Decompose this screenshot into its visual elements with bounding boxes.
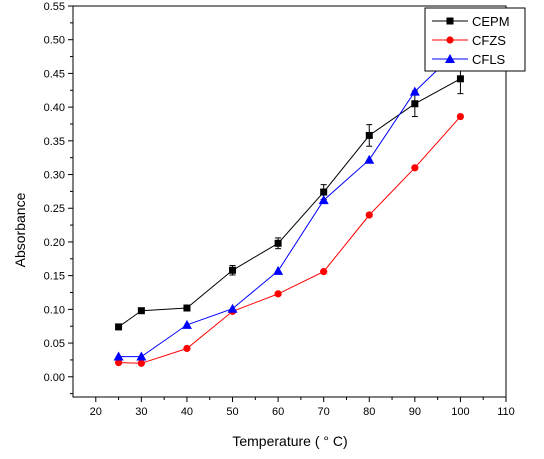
- legend-label: CFZS: [472, 33, 506, 48]
- data-point-cfls: [136, 351, 147, 361]
- x-tick-label: 90: [409, 406, 421, 418]
- y-tick-label: 0.05: [44, 338, 65, 350]
- x-axis-title: Temperature ( ° C): [232, 433, 347, 449]
- data-point-cepm: [320, 188, 328, 196]
- x-tick-label: 60: [272, 406, 284, 418]
- x-tick-label: 30: [135, 406, 147, 418]
- data-point-cfzs: [274, 290, 282, 298]
- data-point-cfzs: [456, 112, 465, 121]
- legend-item-cfls: CFLS: [432, 52, 506, 67]
- y-tick-label: 0.25: [44, 203, 65, 215]
- y-axis: 0.00 0.05 0.10 0.15 0.20 0.25 0.30 0.35 0.40 0.45…: [44, 1, 73, 395]
- x-tick-label: 70: [318, 406, 330, 418]
- data-point-cepm: [137, 307, 145, 315]
- data-point-cepm: [365, 131, 373, 139]
- y-tick-label: 0.45: [44, 68, 65, 80]
- plot-border: [72, 5, 507, 398]
- series-cepm: [115, 63, 464, 331]
- x-tick-label: 110: [497, 406, 515, 418]
- legend-marker: [446, 17, 454, 25]
- series-line-cfzs: [118, 116, 461, 364]
- y-tick-label: 0.00: [44, 372, 65, 384]
- data-point-cfls: [409, 86, 420, 96]
- x-tick-label: 20: [90, 406, 102, 418]
- legend-label: CEPM: [472, 14, 510, 29]
- data-point-cfls: [273, 265, 284, 275]
- legend: CEPM CFZS CFLS: [424, 7, 526, 72]
- series-line-cepm: [118, 78, 461, 328]
- y-tick-label: 0.10: [44, 304, 65, 316]
- x-axis: 20 30 40 50 60 70 80 90 100 110: [90, 397, 515, 418]
- data-point-cfzs: [114, 359, 123, 367]
- data-point-cfzs: [320, 268, 328, 276]
- y-tick-label: 0.35: [44, 136, 65, 148]
- data-point-cepm: [411, 100, 419, 108]
- data-point-cepm: [115, 323, 123, 331]
- series-line-cfls: [118, 47, 461, 358]
- legend-item-cfzs: CFZS: [432, 33, 506, 48]
- data-point-cfls: [227, 303, 238, 313]
- data-point-cfls: [318, 195, 329, 205]
- x-tick-label: 40: [181, 406, 193, 418]
- legend-marker: [445, 54, 455, 63]
- y-tick-label: 0.30: [44, 170, 65, 182]
- legend-item-cepm: CEPM: [432, 14, 510, 29]
- data-point-cfzs: [137, 359, 145, 367]
- data-point-cepm: [183, 304, 191, 312]
- y-tick-label: 0.40: [44, 102, 65, 114]
- x-tick-label: 80: [363, 406, 375, 418]
- data-point-cfzs: [365, 211, 373, 219]
- data-point-cfzs: [183, 344, 191, 353]
- data-point-cepm: [456, 75, 464, 83]
- y-tick-label: 0.20: [44, 237, 65, 249]
- y-tick-label: 0.50: [44, 35, 65, 47]
- data-point-cfls: [364, 154, 375, 164]
- series-cfzs: [114, 112, 465, 367]
- legend-marker: [446, 36, 454, 44]
- data-point-cfls: [113, 351, 124, 361]
- y-tick-label: 0.15: [44, 271, 65, 283]
- x-tick-label: 50: [226, 406, 238, 418]
- data-point-cfzs: [411, 164, 419, 172]
- data-point-cepm: [229, 266, 237, 274]
- y-axis-title: Absorbance: [12, 192, 28, 267]
- data-point-cfls: [181, 319, 192, 329]
- legend-label: CFLS: [472, 52, 506, 67]
- series-layer: [113, 42, 466, 367]
- data-point-cepm: [274, 239, 282, 247]
- plot-frame: [72, 5, 507, 398]
- y-tick-label: 0.55: [44, 1, 65, 13]
- x-tick-label: 100: [451, 406, 469, 418]
